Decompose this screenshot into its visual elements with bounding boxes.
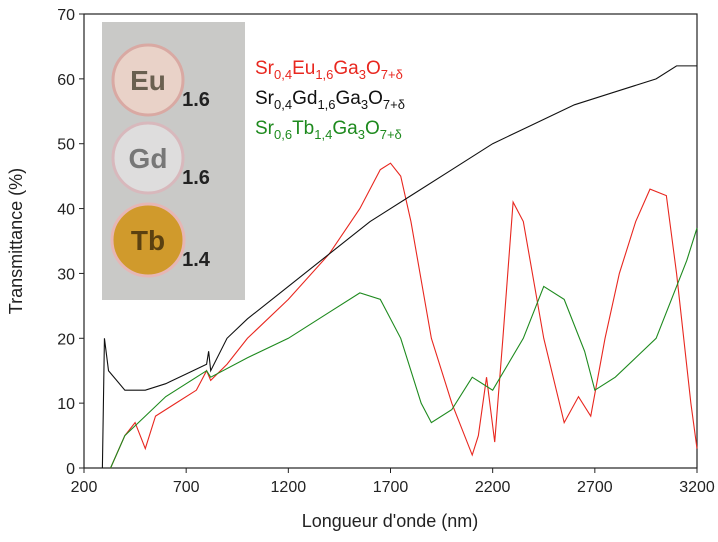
legend-text-part: 7+δ [381, 67, 403, 82]
legend-text-part: 0,4 [274, 97, 292, 112]
y-tick-label: 20 [57, 331, 75, 348]
legend-text-part: 0,4 [274, 67, 292, 82]
disc [110, 202, 186, 278]
legend-text-part: Sr [255, 118, 275, 139]
y-tick-label: 30 [57, 266, 75, 283]
series-line [110, 227, 698, 469]
legend-text-part: O [366, 58, 381, 79]
x-tick-label: 1200 [271, 479, 307, 496]
x-axis-label: Longueur d'onde (nm) [302, 511, 479, 531]
inset-label: 1.4 [182, 249, 211, 271]
inset-label: Gd [129, 143, 168, 174]
legend-text-part: Sr [255, 88, 275, 109]
legend-text-part: 3 [361, 97, 368, 112]
legend-entry: Sr0,6Tb1,4Ga3O7+δ [255, 118, 402, 142]
series-line [101, 65, 697, 469]
legend-text-part: O [368, 88, 383, 109]
legend-text-part: 1,6 [317, 97, 335, 112]
y-tick-label: 70 [57, 7, 75, 24]
legend-text-part: Sr [255, 58, 275, 79]
y-tick-label: 60 [57, 72, 75, 89]
inset-label: Tb [131, 225, 165, 256]
legend-text-part: Ga [333, 58, 359, 79]
legend-text-part: Eu [292, 58, 315, 79]
y-tick-label: 40 [57, 202, 75, 219]
legend-entry: Sr0,4Eu1,6Ga3O7+δ [255, 58, 403, 82]
x-tick-label: 200 [71, 479, 98, 496]
legend-text-part: 7+δ [383, 97, 405, 112]
legend-text-part: Ga [332, 118, 358, 139]
legend-text-part: 1,6 [315, 67, 333, 82]
legend-text-part: Ga [336, 88, 362, 109]
x-tick-label: 1700 [373, 479, 409, 496]
x-tick-label: 700 [173, 479, 200, 496]
x-tick-label: 3200 [679, 479, 715, 496]
legend-entry: Sr0,4Gd1,6Ga3O7+δ [255, 88, 405, 112]
legend-text-part: 3 [359, 67, 366, 82]
x-tick-label: 2200 [475, 479, 511, 496]
disc [111, 121, 185, 195]
y-tick-label: 0 [66, 461, 75, 478]
inset-photo [102, 22, 245, 300]
legend-text-part: 0,6 [274, 127, 292, 142]
y-tick-label: 50 [57, 137, 75, 154]
series-line [110, 162, 698, 469]
inset-label: 1.6 [182, 89, 210, 111]
legend-text-part: 1,4 [314, 127, 332, 142]
disc [111, 43, 185, 117]
legend-text-part: O [365, 118, 380, 139]
y-tick-label: 10 [57, 396, 75, 413]
legend-text-part: Gd [292, 88, 317, 109]
legend-text-part: Tb [292, 118, 314, 139]
x-tick-label: 2700 [577, 479, 613, 496]
inset-label: Eu [130, 65, 166, 96]
legend-text-part: 3 [358, 127, 365, 142]
legend-text-part: 7+δ [380, 127, 402, 142]
inset-label: 1.6 [182, 167, 210, 189]
y-axis-label: Transmittance (%) [6, 168, 26, 314]
